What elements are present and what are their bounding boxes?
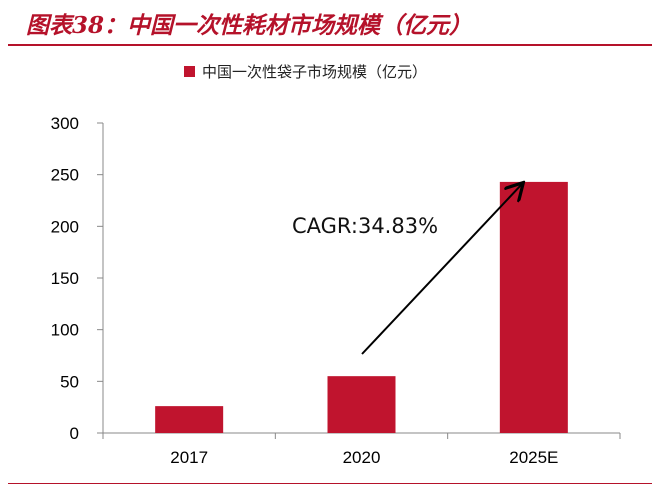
figure-title: 图表38：中国一次性耗材市场规模（亿元） bbox=[26, 12, 473, 39]
y-tick-label: 250 bbox=[51, 166, 79, 185]
y-axis: 0 50 100 150 200 250 300 bbox=[51, 114, 104, 443]
legend: 中国一次性袋子市场规模（亿元） bbox=[184, 63, 427, 81]
bar-2020 bbox=[327, 376, 396, 433]
bar-2017 bbox=[155, 406, 224, 433]
cagr-label: CAGR:34.83% bbox=[292, 214, 438, 238]
y-tick-label: 150 bbox=[51, 269, 79, 288]
cagr-annotation: CAGR:34.83% bbox=[292, 184, 522, 355]
bar-2025E bbox=[499, 181, 568, 433]
y-tick-label: 200 bbox=[51, 217, 79, 236]
y-tick-label: 50 bbox=[60, 372, 79, 391]
bars bbox=[155, 181, 568, 433]
x-tick-label: 2020 bbox=[343, 448, 381, 467]
x-tick-label: 2025E bbox=[509, 448, 558, 467]
title-divider bbox=[8, 44, 652, 46]
legend-swatch bbox=[184, 66, 195, 77]
legend-label: 中国一次性袋子市场规模（亿元） bbox=[202, 63, 427, 81]
y-tick-label: 100 bbox=[51, 321, 79, 340]
x-tick-label: 2017 bbox=[170, 448, 208, 467]
y-tick-label: 0 bbox=[70, 424, 79, 443]
footer-divider bbox=[8, 483, 652, 484]
y-tick-label: 300 bbox=[51, 114, 79, 133]
x-axis: 2017 2020 2025E bbox=[102, 432, 621, 467]
cagr-arrow bbox=[361, 184, 522, 355]
